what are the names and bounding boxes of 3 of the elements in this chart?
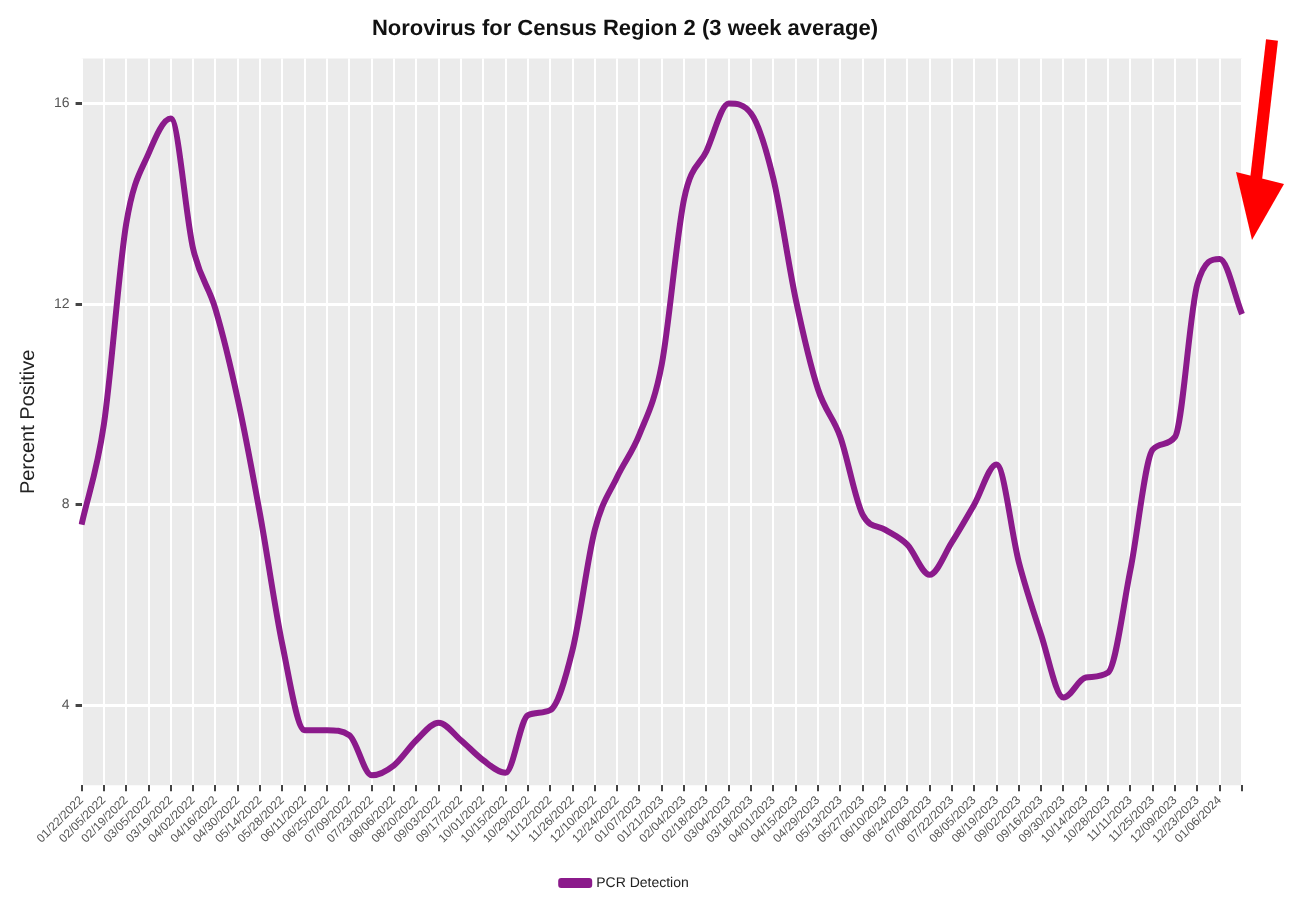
- chart-title: Norovirus for Census Region 2 (3 week average): [371, 17, 879, 42]
- line-series: [78, 100, 1245, 779]
- y-axis-title: Percent Positive: [17, 348, 40, 495]
